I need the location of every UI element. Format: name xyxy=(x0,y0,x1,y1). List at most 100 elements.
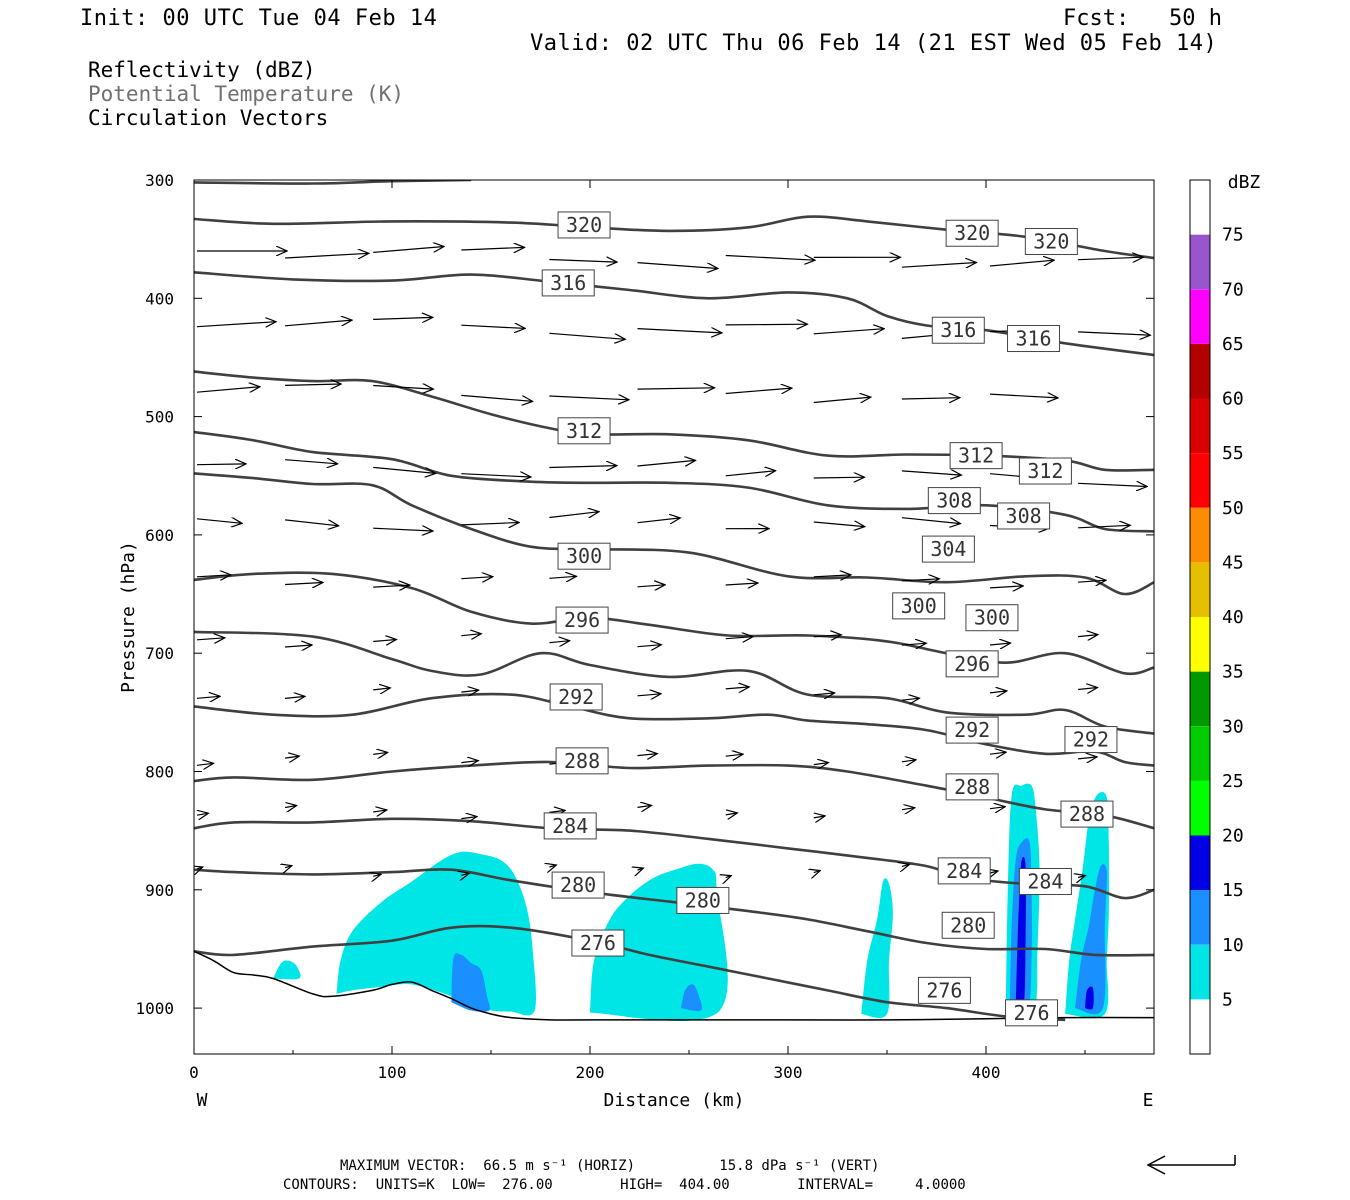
contour-label: 292 xyxy=(558,685,594,709)
max-vector-info: MAXIMUM VECTOR: 66.5 m s⁻¹ (HORIZ) 15.8 … xyxy=(340,1158,880,1174)
colorbar-swatch xyxy=(1190,234,1210,290)
contour-label: 288 xyxy=(954,775,990,799)
contour-label: 316 xyxy=(1015,327,1051,351)
reflectivity-area xyxy=(1015,856,1026,1014)
circulation-vector xyxy=(1078,876,1085,878)
terrain-line xyxy=(194,950,1154,1021)
circulation-vector xyxy=(989,394,1058,398)
contour-label-box xyxy=(557,542,611,570)
contour-label: 300 xyxy=(901,594,937,618)
circulation-vector xyxy=(196,638,225,640)
colorbar-swatch xyxy=(1190,890,1210,945)
contour-label-box xyxy=(1064,726,1118,754)
circulation-vector xyxy=(901,263,977,268)
reflectivity-area xyxy=(451,953,491,1012)
circulation-vector xyxy=(285,696,305,698)
contour-label-box xyxy=(949,442,1003,470)
y-tick-label: 600 xyxy=(145,526,174,545)
colorbar-swatch xyxy=(1190,835,1210,891)
contour-label: 288 xyxy=(1069,802,1105,826)
circulation-vector xyxy=(813,477,865,478)
circulation-vector xyxy=(813,397,871,402)
colorbar-frame xyxy=(1189,179,1211,1055)
contour-label: 280 xyxy=(685,888,721,912)
circulation-vector xyxy=(285,645,312,647)
theta-contour xyxy=(194,180,472,185)
field-circulation-vectors: Circulation Vectors xyxy=(88,106,329,130)
contour-label-box xyxy=(917,976,971,1004)
circulation-vector xyxy=(549,396,629,400)
contour-label-box xyxy=(1018,457,1072,485)
circulation-vector xyxy=(989,752,1006,754)
circulation-vector xyxy=(373,528,433,531)
circulation-vector xyxy=(813,763,829,765)
contour-label: 312 xyxy=(1027,459,1063,483)
theta-contour xyxy=(194,215,1154,260)
colorbar-swatch xyxy=(1190,180,1210,235)
y-axis-label: Pressure (hPa) xyxy=(118,541,139,693)
contour-label-box xyxy=(931,316,985,344)
vector-layer xyxy=(197,247,1150,878)
circulation-vector xyxy=(549,332,625,339)
circulation-vector xyxy=(549,466,617,468)
circulation-vector xyxy=(285,519,339,526)
circulation-vector xyxy=(285,756,299,758)
circulation-vector xyxy=(901,517,961,524)
contour-label: 280 xyxy=(950,913,986,937)
contour-label-box xyxy=(921,535,975,563)
theta-contour xyxy=(194,760,1154,830)
theta-contour xyxy=(194,571,1154,676)
init-time: Init: 00 UTC Tue 04 Feb 14 xyxy=(80,6,438,31)
circulation-vector xyxy=(373,810,387,812)
contour-label-box xyxy=(927,487,981,515)
y-tick-label: 500 xyxy=(145,408,174,427)
contour-label-box xyxy=(945,219,999,247)
x-tick-label: 300 xyxy=(774,1063,803,1082)
circulation-vector xyxy=(901,698,920,700)
circulation-vector xyxy=(549,810,565,812)
circulation-vector xyxy=(461,325,525,328)
contour-label-box xyxy=(555,606,609,634)
circulation-vector xyxy=(461,690,478,692)
circulation-vector xyxy=(285,320,352,327)
circulation-vector xyxy=(461,523,519,525)
circulation-vector xyxy=(461,577,493,579)
circulation-vector xyxy=(373,317,433,319)
x-right-direction: E xyxy=(1143,1090,1154,1111)
circulation-vector xyxy=(989,260,1054,267)
circulation-vector xyxy=(549,260,617,263)
circulation-vector xyxy=(285,384,341,385)
x-tick-label: 200 xyxy=(576,1063,605,1082)
contour-label-layer: 320 320 320 316 316 316 312 312 312 308 308 304 300 3… xyxy=(541,211,1118,1027)
circulation-vector xyxy=(901,643,926,645)
circulation-vector xyxy=(461,873,469,875)
contour-label-box xyxy=(941,911,995,939)
forecast-hour: Fcst: 50 h xyxy=(1063,6,1222,31)
circulation-vector xyxy=(637,645,662,647)
contour-label-box xyxy=(945,650,999,678)
x-tick-label: 0 xyxy=(189,1063,199,1082)
contour-label-box xyxy=(1018,868,1072,896)
circulation-vector xyxy=(549,576,576,578)
colorbar-tick-label: 75 xyxy=(1222,225,1244,246)
circulation-vector xyxy=(725,754,743,756)
circulation-vector xyxy=(461,634,481,636)
colorbar-swatch xyxy=(1190,944,1210,1000)
circulation-vector xyxy=(813,522,865,527)
circulation-vector xyxy=(814,816,825,818)
colorbar-tick-label: 5 xyxy=(1222,989,1233,1010)
y-tick-label: 700 xyxy=(145,644,174,663)
circulation-vector xyxy=(637,460,696,467)
circulation-vector xyxy=(196,387,260,393)
circulation-vector xyxy=(726,876,732,878)
x-tick-label: 100 xyxy=(378,1063,407,1082)
plot-frame xyxy=(193,179,1155,1055)
theta-contour xyxy=(194,370,1154,472)
reflectivity-area xyxy=(1075,864,1107,1015)
circulation-vector xyxy=(637,694,662,696)
contour-label: 284 xyxy=(552,814,588,838)
contour-label-box xyxy=(555,747,609,775)
circulation-vector xyxy=(285,460,338,464)
circulation-vector xyxy=(989,691,1007,693)
circulation-vector xyxy=(196,464,246,465)
